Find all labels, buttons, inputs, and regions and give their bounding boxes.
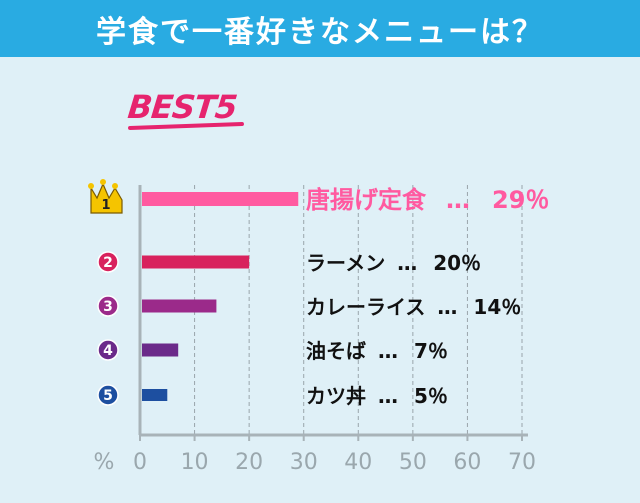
header-bar: 学食で一番好きなメニューは？ <box>0 0 640 57</box>
category-label: カツ丼 <box>306 384 366 408</box>
bar <box>142 299 217 313</box>
bar-label: 油そば … 7％ <box>306 339 448 363</box>
category-label: 油そば <box>306 339 366 363</box>
value-label: 5％ <box>414 384 448 408</box>
x-tick-label: 0 <box>133 450 147 475</box>
rank-badge <box>97 251 119 273</box>
separator: … <box>437 295 457 319</box>
rank-badge <box>97 339 119 361</box>
separator: … <box>378 384 398 408</box>
value-label: 29％ <box>492 186 549 214</box>
bar <box>142 389 168 401</box>
x-tick-label: 10 <box>181 450 209 475</box>
bar-label: 唐揚げ定食 … 29％ <box>306 186 549 214</box>
separator: … <box>397 251 417 275</box>
rank-label: 5 <box>103 388 113 404</box>
crown-jewel <box>112 183 118 189</box>
crown-jewel <box>88 183 94 189</box>
x-tick-label: 50 <box>399 450 427 475</box>
rank-label: 2 <box>103 255 113 271</box>
rank-label: 4 <box>103 343 113 359</box>
value-label: 20％ <box>433 251 481 275</box>
crown-jewel <box>100 179 106 185</box>
x-tick-label: 60 <box>453 450 481 475</box>
bar <box>142 255 250 269</box>
bar-label: ラーメン … 20％ <box>306 251 481 275</box>
rank-label: 3 <box>103 299 113 315</box>
separator: … <box>378 339 398 363</box>
category-label: ラーメン <box>306 251 385 275</box>
separator: … <box>446 186 470 214</box>
rank-label: 1 <box>101 198 110 213</box>
bar-label: カレーライス … 14％ <box>306 295 521 319</box>
category-label: 唐揚げ定食 <box>306 186 427 214</box>
axis-unit-label: % <box>94 450 115 475</box>
rank-badge <box>97 384 119 406</box>
bar <box>142 192 299 206</box>
x-tick-label: 30 <box>290 450 318 475</box>
value-label: 14％ <box>473 295 521 319</box>
chart-panel <box>0 57 640 503</box>
category-label: カレーライス <box>306 295 425 319</box>
x-tick-label: 40 <box>344 450 372 475</box>
rank-badge <box>97 295 119 317</box>
page-title: 学食で一番好きなメニューは？ <box>96 14 544 50</box>
value-label: 7％ <box>414 339 448 363</box>
x-tick-label: 20 <box>235 450 263 475</box>
x-tick-label: 70 <box>508 450 536 475</box>
bar-label: カツ丼 … 5％ <box>306 384 448 408</box>
bar <box>142 343 179 357</box>
